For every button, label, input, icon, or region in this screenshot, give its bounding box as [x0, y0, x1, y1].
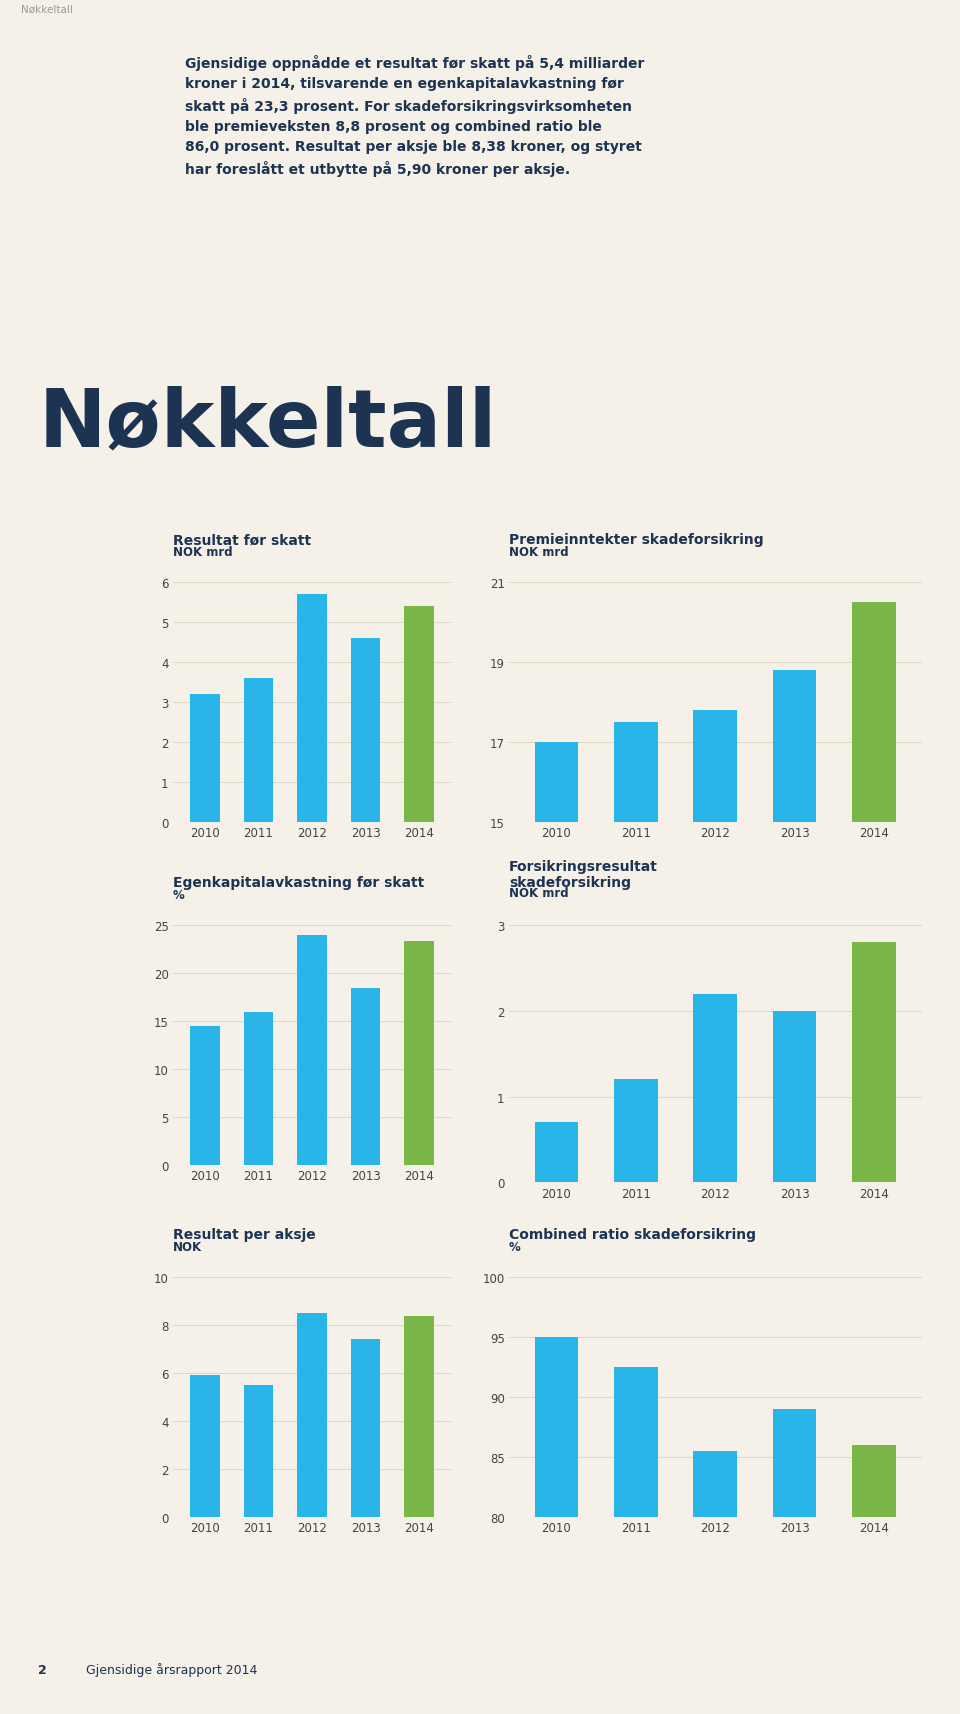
Bar	[190, 694, 220, 823]
Bar	[298, 1313, 326, 1517]
Bar	[298, 936, 326, 1166]
Bar	[244, 1011, 274, 1166]
Bar	[535, 742, 578, 1423]
Text: Gjensidige oppnådde et resultat før skatt på 5,4 milliarder
kroner i 2014, tilsv: Gjensidige oppnådde et resultat før skat…	[185, 55, 645, 177]
Text: Combined ratio skadeforsikring: Combined ratio skadeforsikring	[509, 1227, 756, 1241]
Text: NOK mrd: NOK mrd	[509, 886, 568, 900]
Text: Nøkkeltall: Nøkkeltall	[21, 3, 73, 14]
Bar	[693, 711, 737, 1423]
Text: Forsikringsresultat
skadeforsikring: Forsikringsresultat skadeforsikring	[509, 859, 658, 890]
Text: 2: 2	[38, 1663, 47, 1676]
Bar	[350, 1339, 380, 1517]
Bar	[693, 1450, 737, 1714]
Text: NOK: NOK	[173, 1239, 202, 1253]
Text: Egenkapitalavkastning før skatt: Egenkapitalavkastning før skatt	[173, 876, 424, 890]
Bar	[773, 1409, 816, 1714]
Bar	[244, 1385, 274, 1517]
Text: Resultat før skatt: Resultat før skatt	[173, 533, 311, 547]
Text: NOK mrd: NOK mrd	[509, 545, 568, 559]
Bar	[404, 607, 434, 823]
Bar	[693, 994, 737, 1183]
Bar	[852, 943, 896, 1183]
Bar	[614, 723, 658, 1423]
Bar	[404, 943, 434, 1166]
Bar	[535, 1337, 578, 1714]
Text: %: %	[173, 888, 184, 902]
Bar	[350, 639, 380, 823]
Bar	[773, 670, 816, 1423]
Bar	[190, 1375, 220, 1517]
Bar	[404, 1316, 434, 1517]
Bar	[535, 1123, 578, 1183]
Bar	[614, 1080, 658, 1183]
Bar	[614, 1368, 658, 1714]
Bar	[350, 987, 380, 1166]
Bar	[244, 679, 274, 823]
Text: Gjensidige årsrapport 2014: Gjensidige årsrapport 2014	[86, 1663, 258, 1676]
Bar	[773, 1011, 816, 1183]
Bar	[852, 1445, 896, 1714]
Bar	[852, 603, 896, 1423]
Text: %: %	[509, 1239, 520, 1253]
Text: Premieinntekter skadeforsikring: Premieinntekter skadeforsikring	[509, 533, 763, 547]
Text: NOK mrd: NOK mrd	[173, 545, 232, 559]
Text: Resultat per aksje: Resultat per aksje	[173, 1227, 316, 1241]
Bar	[190, 1027, 220, 1166]
Bar	[298, 595, 326, 823]
Text: Nøkkeltall: Nøkkeltall	[38, 386, 496, 463]
